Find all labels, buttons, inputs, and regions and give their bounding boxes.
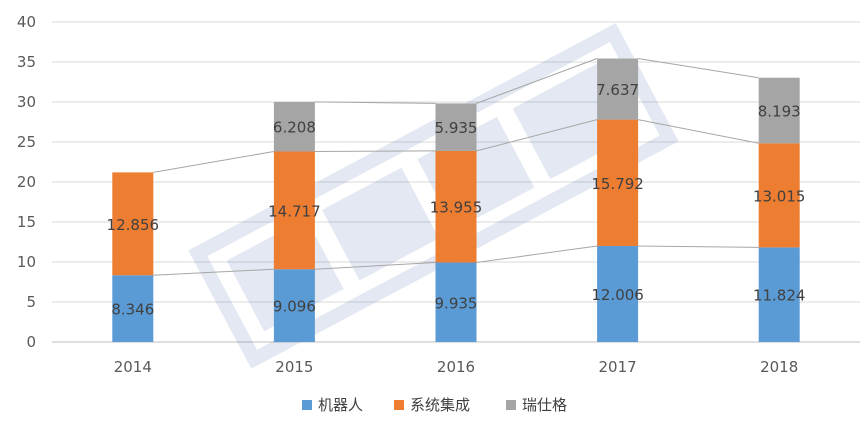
data-label: 12.006 [591, 286, 644, 304]
data-label: 5.935 [435, 119, 478, 137]
data-label: 12.856 [107, 216, 160, 234]
data-label: 15.792 [591, 175, 644, 193]
data-label: 6.208 [273, 119, 316, 137]
bar-机器人-2016 [435, 262, 477, 342]
data-label: 8.346 [111, 301, 154, 319]
legend-entry: 机器人 [318, 396, 363, 414]
bar-瑞仕格-2015 [273, 101, 315, 152]
y-tick-label: 30 [17, 93, 36, 111]
data-label: 13.955 [430, 199, 483, 217]
legend-swatch [302, 400, 312, 410]
y-tick-label: 5 [26, 293, 36, 311]
series-line [638, 119, 759, 144]
bar-机器人-2014 [112, 275, 154, 342]
series-line [476, 58, 598, 104]
x-tick-label: 2016 [437, 358, 475, 376]
series-line [153, 268, 274, 276]
bar-机器人-2015 [273, 269, 315, 342]
series-line [314, 262, 436, 270]
bar-机器人-2017 [597, 245, 639, 342]
series-line [153, 151, 274, 173]
bar-系统集成-2018 [758, 143, 800, 248]
y-tick-label: 10 [17, 253, 36, 271]
x-tick-label: 2018 [760, 358, 798, 376]
series-line [314, 101, 436, 104]
data-label: 13.015 [753, 187, 806, 205]
bar-系统集成-2016 [435, 150, 477, 263]
bar-系统集成-2014 [112, 172, 154, 276]
y-tick-label: 15 [17, 213, 36, 231]
legend-entry: 瑞仕格 [522, 396, 567, 414]
series-line [314, 150, 436, 152]
bar-系统集成-2015 [273, 151, 315, 270]
data-label: 8.193 [758, 103, 801, 121]
legend: 机器人 系统集成 瑞仕格 [302, 396, 567, 414]
data-label: 9.096 [273, 298, 316, 316]
y-tick-label: 0 [26, 333, 36, 351]
data-label: 14.717 [268, 202, 321, 220]
bar-瑞仕格-2016 [435, 103, 477, 151]
legend-swatch [394, 400, 404, 410]
series-line [476, 119, 598, 152]
data-label: 11.824 [753, 287, 806, 305]
legend-entry: 系统集成 [410, 396, 470, 414]
data-label: 7.637 [596, 81, 639, 99]
y-tick-label: 20 [17, 173, 36, 191]
x-tick-label: 2015 [275, 358, 313, 376]
series-line [476, 245, 598, 264]
x-tick-label: 2014 [114, 358, 152, 376]
bar-瑞仕格-2017 [597, 58, 639, 120]
series-line [638, 245, 759, 248]
bar-瑞仕格-2018 [758, 77, 800, 144]
y-tick-label: 35 [17, 53, 36, 71]
bar-机器人-2018 [758, 247, 800, 342]
y-tick-label: 25 [17, 133, 36, 151]
data-label: 9.935 [435, 294, 478, 312]
x-tick-label: 2017 [599, 358, 637, 376]
series-line [638, 58, 759, 79]
y-tick-label: 40 [17, 13, 36, 31]
legend-swatch [506, 400, 516, 410]
bar-系统集成-2017 [597, 119, 639, 246]
